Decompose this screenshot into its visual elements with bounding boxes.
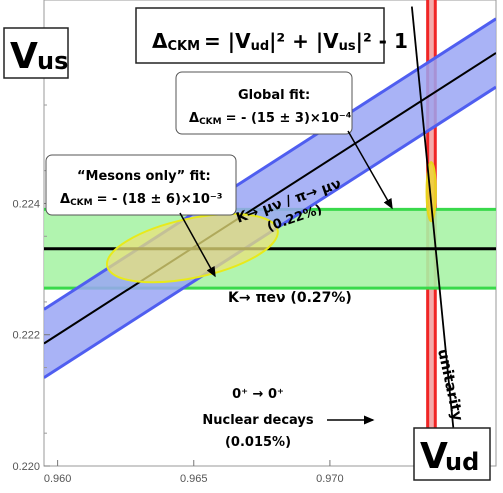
mesons-fit-title: “Mesons only” fit: (77, 169, 211, 184)
ke3-band-label: K→ πeν (0.27%) (228, 290, 352, 306)
vus-sub: us (37, 47, 68, 75)
vus-main: V (10, 36, 38, 77)
formula-text: ΔCKM = |Vud|² + |Vus|² - 1 (152, 29, 408, 54)
x-tick-label: 0.965 (180, 473, 208, 485)
x-axis-label: V ud (413, 427, 491, 481)
global-fit-title: Global fit: (238, 88, 310, 103)
svg-text:Nuclear decays: Nuclear decays (202, 413, 313, 428)
vud-main: V (420, 436, 448, 477)
svg-text:(0.015%): (0.015%) (225, 435, 291, 450)
mesons-fit-annotation: “Mesons only” fit: ΔCKM = - (18 ± 6)×10⁻³ (45, 154, 237, 278)
global-fit-value: ΔCKM = - (15 ± 3)×10⁻⁴ (189, 111, 352, 127)
nuclear-decays-annotation: 0⁺ → 0⁺ Nuclear decays (0.015%) (202, 387, 375, 450)
x-tick-label: 0.960 (44, 473, 72, 485)
y-tick-label: 0.222 (12, 330, 40, 342)
mesons-only-fit-ellipse (105, 212, 279, 284)
mesons-fit-value: ΔCKM = - (18 ± 6)×10⁻³ (60, 192, 222, 208)
global-fit-arrow (347, 130, 393, 210)
unitarity-curve (410, 6, 458, 466)
mesons-fit-arrow (179, 212, 216, 278)
svg-text:0⁺ → 0⁺: 0⁺ → 0⁺ (232, 387, 284, 402)
global-fit-annotation: Global fit: ΔCKM = - (15 ± 3)×10⁻⁴ (175, 71, 393, 210)
y-tick-label: 0.224 (12, 198, 40, 210)
x-tick-label: 0.970 (316, 473, 344, 485)
y-axis-label: V us (3, 27, 69, 79)
vud-sub: ud (445, 448, 479, 476)
x-axis-ticks: 0.960 0.965 0.970 (44, 460, 344, 485)
formula-box: ΔCKM = |Vud|² + |Vus|² - 1 (135, 7, 408, 64)
y-tick-label: 0.220 (12, 461, 40, 473)
